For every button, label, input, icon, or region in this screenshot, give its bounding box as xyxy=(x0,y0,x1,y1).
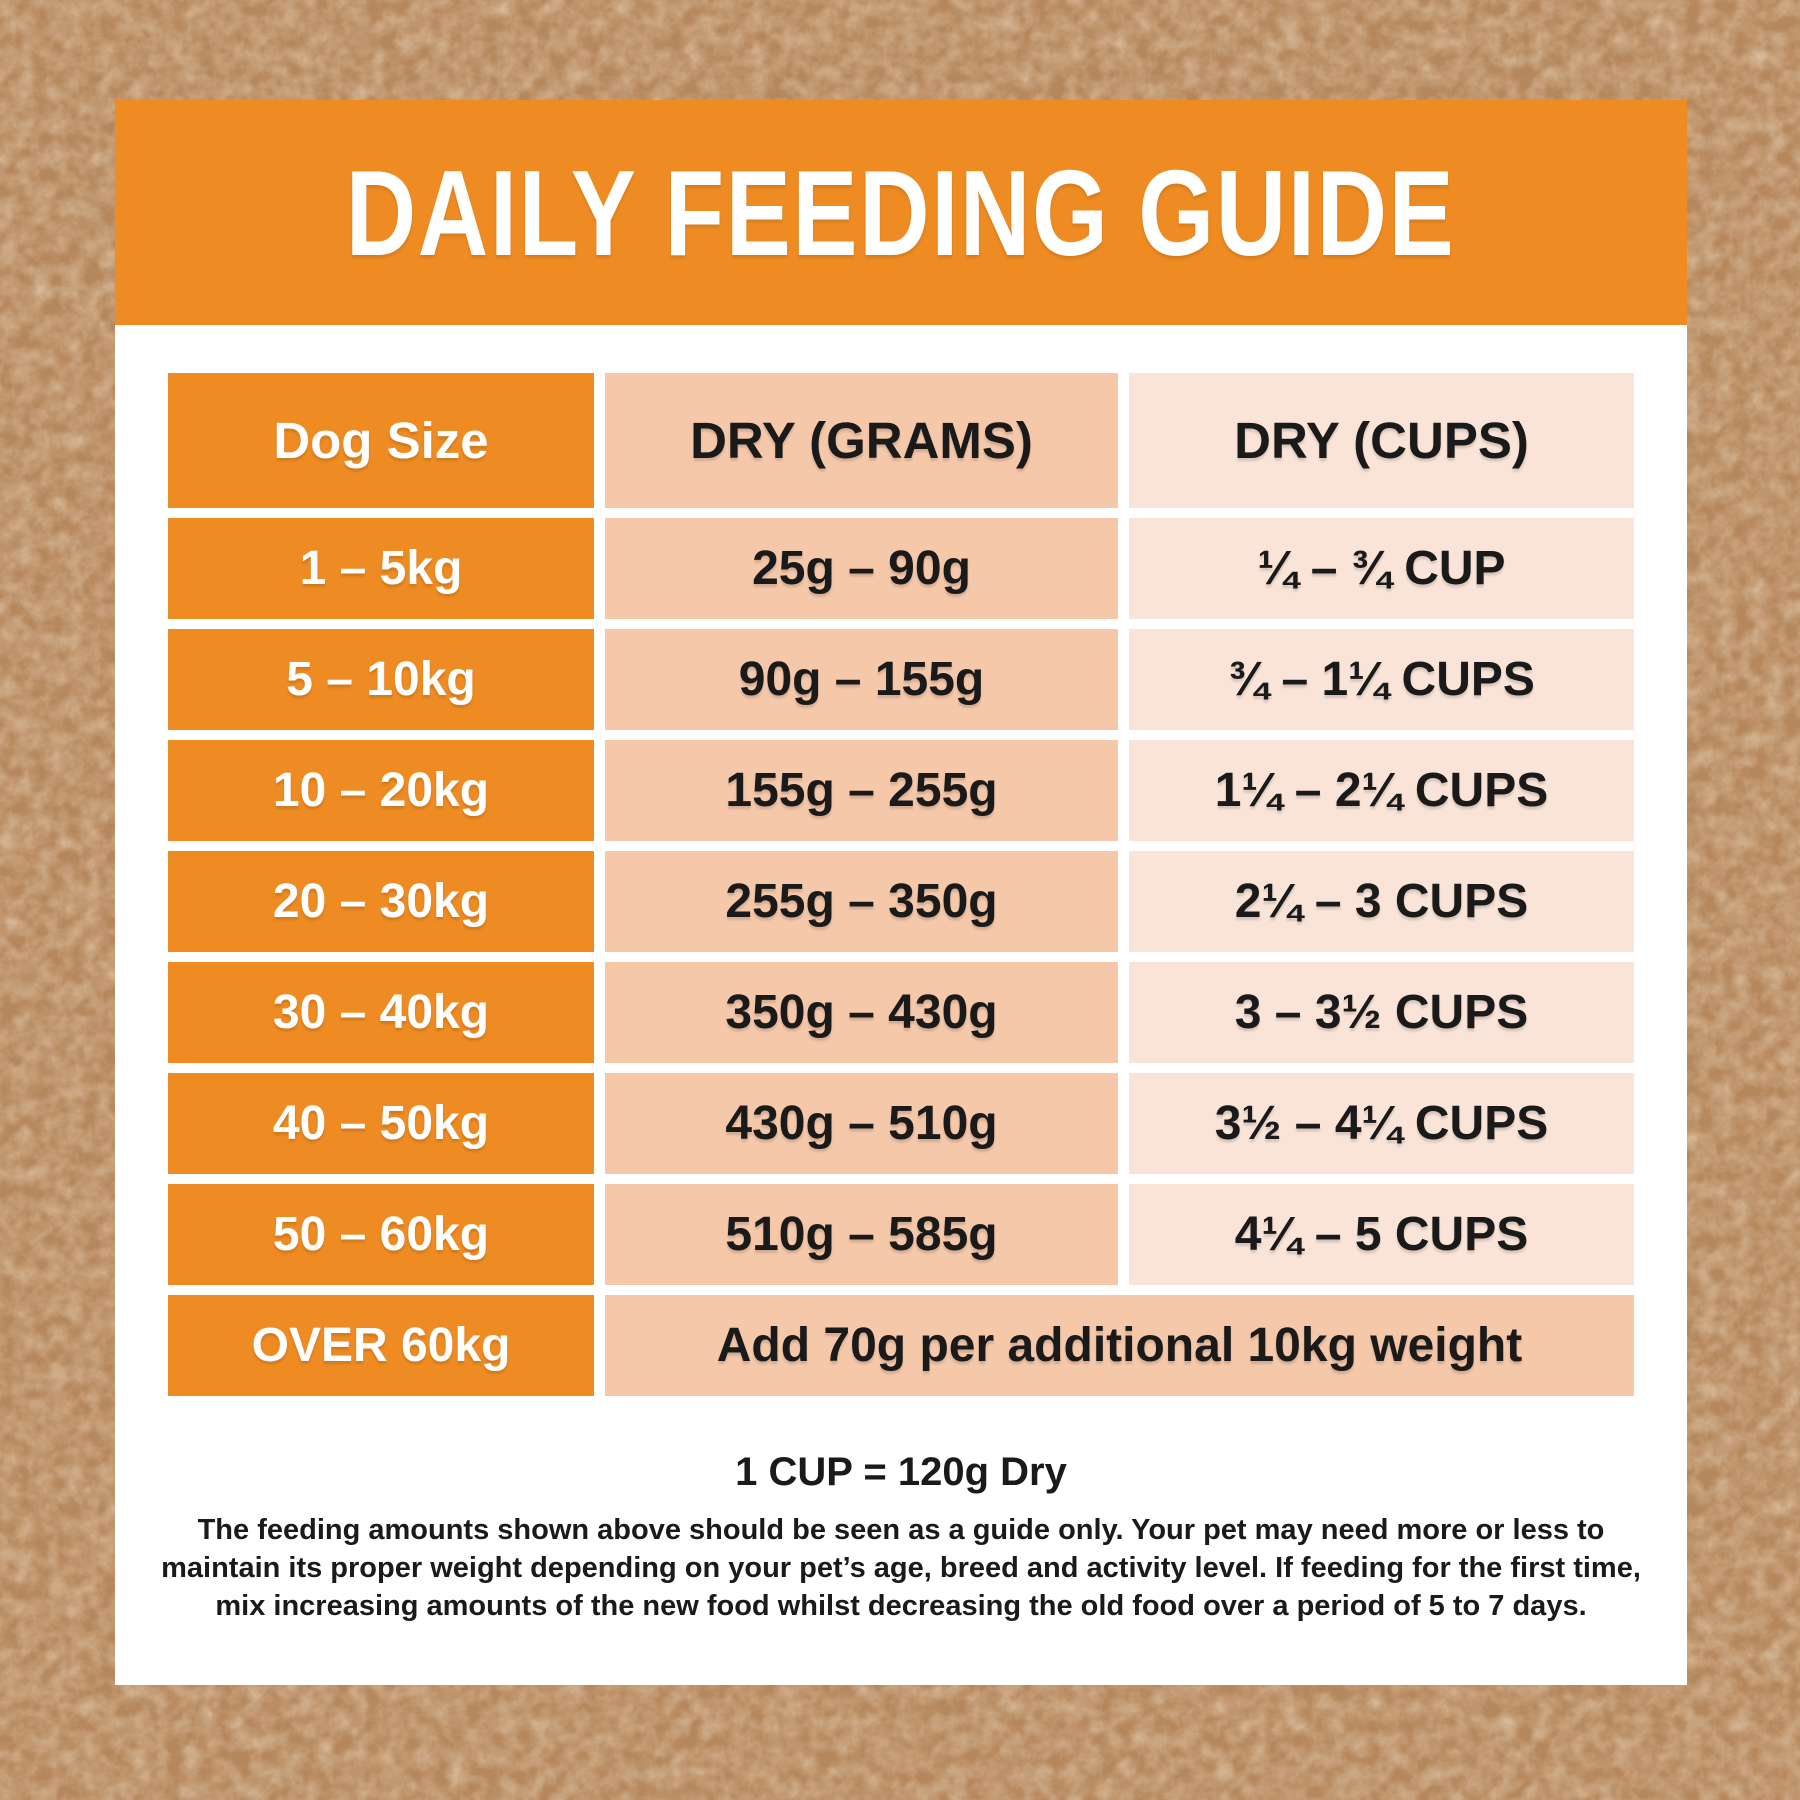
over-60kg-cell: OVER 60kg xyxy=(168,1295,594,1396)
dry-grams-cell: 25g – 90g xyxy=(605,518,1118,619)
card: DAILY FEEDING GUIDE Dog Size DRY (GRAMS)… xyxy=(115,100,1687,1685)
dry-grams-cell: 155g – 255g xyxy=(605,740,1118,841)
table-row: 20 – 30kg 255g – 350g 2¼ – 3 CUPS xyxy=(168,851,1634,952)
dry-cups-cell: 3½ – 4¼ CUPS xyxy=(1129,1073,1634,1174)
table-row: 30 – 40kg 350g – 430g 3 – 3½ CUPS xyxy=(168,962,1634,1063)
feeding-table: Dog Size DRY (GRAMS) DRY (CUPS) 1 – 5kg … xyxy=(168,373,1634,1396)
dog-size-cell: 10 – 20kg xyxy=(168,740,594,841)
dry-grams-cell: 510g – 585g xyxy=(605,1184,1118,1285)
dry-cups-cell: ¾ – 1¼ CUPS xyxy=(1129,629,1634,730)
table-row: 1 – 5kg 25g – 90g ¼ – ¾ CUP xyxy=(168,518,1634,619)
dog-size-cell: 50 – 60kg xyxy=(168,1184,594,1285)
dry-cups-cell: 4¼ – 5 CUPS xyxy=(1129,1184,1634,1285)
table-row: 40 – 50kg 430g – 510g 3½ – 4¼ CUPS xyxy=(168,1073,1634,1174)
dry-cups-cell: 1¼ – 2¼ CUPS xyxy=(1129,740,1634,841)
page-title: DAILY FEEDING GUIDE xyxy=(346,144,1456,281)
dog-size-cell: 20 – 30kg xyxy=(168,851,594,952)
dry-cups-cell: ¼ – ¾ CUP xyxy=(1129,518,1634,619)
dry-grams-cell: 430g – 510g xyxy=(605,1073,1118,1174)
dog-size-cell: 5 – 10kg xyxy=(168,629,594,730)
column-header-dog-size: Dog Size xyxy=(168,373,594,508)
table-footer-row: OVER 60kg Add 70g per additional 10kg we… xyxy=(168,1295,1634,1396)
dry-cups-cell: 3 – 3½ CUPS xyxy=(1129,962,1634,1063)
dry-grams-cell: 255g – 350g xyxy=(605,851,1118,952)
dog-size-cell: 30 – 40kg xyxy=(168,962,594,1063)
dry-grams-cell: 90g – 155g xyxy=(605,629,1118,730)
table-row: 50 – 60kg 510g – 585g 4¼ – 5 CUPS xyxy=(168,1184,1634,1285)
disclaimer-line: maintain its proper weight depending on … xyxy=(161,1552,1641,1584)
dry-grams-cell: 350g – 430g xyxy=(605,962,1118,1063)
dry-cups-cell: 2¼ – 3 CUPS xyxy=(1129,851,1634,952)
additional-weight-note-cell: Add 70g per additional 10kg weight xyxy=(605,1295,1634,1396)
column-header-dry-grams: DRY (GRAMS) xyxy=(605,373,1118,508)
header-banner: DAILY FEEDING GUIDE xyxy=(115,100,1687,325)
disclaimer-line: The feeding amounts shown above should b… xyxy=(197,1514,1605,1546)
disclaimer: The feeding amounts shown above should b… xyxy=(115,1511,1687,1625)
dog-size-cell: 1 – 5kg xyxy=(168,518,594,619)
table-row: 5 – 10kg 90g – 155g ¾ – 1¼ CUPS xyxy=(168,629,1634,730)
dog-size-cell: 40 – 50kg xyxy=(168,1073,594,1174)
disclaimer-line: mix increasing amounts of the new food w… xyxy=(215,1590,1587,1622)
cup-conversion-note: 1 CUP = 120g Dry xyxy=(735,1450,1067,1494)
column-header-dry-cups: DRY (CUPS) xyxy=(1129,373,1634,508)
table-row: 10 – 20kg 155g – 255g 1¼ – 2¼ CUPS xyxy=(168,740,1634,841)
table-header-row: Dog Size DRY (GRAMS) DRY (CUPS) xyxy=(168,373,1634,508)
